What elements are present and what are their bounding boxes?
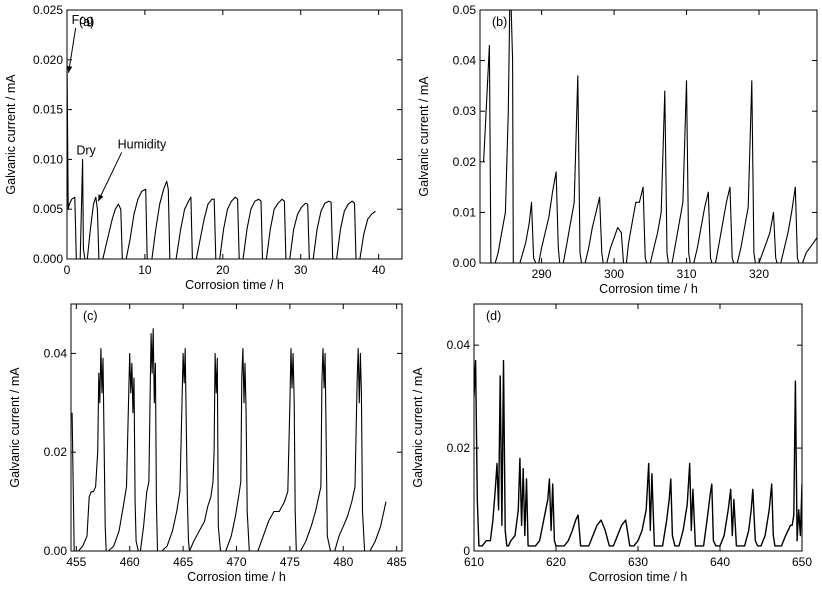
- x-tick-label: 320: [749, 267, 769, 281]
- plot-frame: [479, 9, 818, 264]
- x-tick-label: 290: [532, 267, 552, 281]
- y-tick-label: 0.02: [453, 155, 477, 169]
- series-line-1-0: [483, 10, 817, 263]
- y-tick-label: 0.01: [453, 205, 477, 219]
- x-tick-label: 455: [66, 555, 86, 569]
- panel-1: 290 300 310 320 0.00 0.01 0.02 0.03 0.04 0.05 Corr…: [417, 3, 818, 296]
- panel-2: 455 460 465 470 475 480 485 0.00 0.02 0.04 Corrosi…: [8, 303, 407, 584]
- annotation-arrowhead: [66, 65, 73, 73]
- annotation-arrowhead: [98, 194, 104, 202]
- series-line-2-0: [71, 328, 387, 551]
- y-tick-label: 0.00: [453, 256, 477, 270]
- annotation-fog: Fog: [72, 13, 94, 27]
- y-tick-label: 0.03: [453, 104, 477, 118]
- panel-label: (b): [492, 15, 507, 29]
- annotation-dry: Dry: [76, 143, 96, 157]
- x-tick-label: 10: [138, 263, 152, 277]
- annotation-arrow: [68, 27, 77, 73]
- y-tick-label: 0.05: [453, 3, 477, 17]
- y-tick-label: 0.00: [44, 544, 68, 558]
- x-tick-label: 480: [333, 555, 353, 569]
- y-tick-label: 0.04: [44, 346, 68, 360]
- x-axis-title: Corrosion time / h: [589, 570, 688, 584]
- x-tick-label: 30: [294, 263, 308, 277]
- x-tick-label: 630: [628, 555, 648, 569]
- x-tick-label: 40: [372, 263, 386, 277]
- annotation-arrow: [97, 152, 123, 202]
- x-axis-title: Corrosion time / h: [187, 570, 286, 584]
- x-tick-label: 620: [546, 555, 566, 569]
- y-tick-label: 0.015: [33, 103, 63, 117]
- panel-label: (a): [79, 15, 94, 29]
- series-line-0-0: [67, 59, 376, 259]
- x-tick-label: 470: [226, 555, 246, 569]
- y-axis-title: Galvanic current / mA: [4, 74, 18, 195]
- x-axis-title: Corrosion time / h: [185, 278, 284, 292]
- plot-frame: [66, 9, 403, 260]
- y-tick-label: 0.020: [33, 53, 63, 67]
- panel-3: 610 620 630 640 650 0 0.02 0.04 Corrosion time /…: [411, 303, 812, 584]
- y-tick-label: 0.025: [33, 3, 63, 17]
- y-tick-label: 0: [463, 544, 470, 558]
- x-tick-label: 465: [173, 555, 193, 569]
- y-axis-title: Galvanic current / mA: [417, 76, 431, 197]
- x-tick-label: 640: [710, 555, 730, 569]
- y-tick-label: 0.04: [447, 338, 471, 352]
- panel-0: 0 10 20 30 40 0.000 0.005 0.010 0.015 0.020 0.025 C…: [4, 3, 403, 292]
- y-tick-label: 0.010: [33, 152, 63, 166]
- series-line-3-0: [474, 359, 802, 547]
- x-tick-label: 20: [216, 263, 230, 277]
- y-axis-title: Galvanic current / mA: [8, 367, 22, 488]
- y-tick-label: 0.04: [453, 54, 477, 68]
- plot-frame: [473, 303, 803, 552]
- x-tick-label: 460: [120, 555, 140, 569]
- y-axis-title: Galvanic current / mA: [411, 367, 425, 488]
- x-tick-label: 475: [280, 555, 300, 569]
- y-tick-label: 0.005: [33, 202, 63, 216]
- panel-label: (c): [83, 309, 98, 323]
- y-tick-label: 0.02: [447, 441, 471, 455]
- x-tick-label: 610: [464, 555, 484, 569]
- panel-label: (d): [486, 309, 501, 323]
- x-tick-label: 310: [677, 267, 697, 281]
- annotation-humidity: Humidity: [118, 137, 167, 151]
- x-tick-label: 485: [387, 555, 407, 569]
- x-tick-label: 300: [604, 267, 624, 281]
- x-tick-label: 650: [792, 555, 812, 569]
- y-tick-label: 0.02: [44, 445, 68, 459]
- x-axis-title: Corrosion time / h: [599, 282, 698, 296]
- x-tick-label: 0: [64, 263, 71, 277]
- y-tick-label: 0.000: [33, 252, 63, 266]
- plot-frame: [70, 303, 403, 552]
